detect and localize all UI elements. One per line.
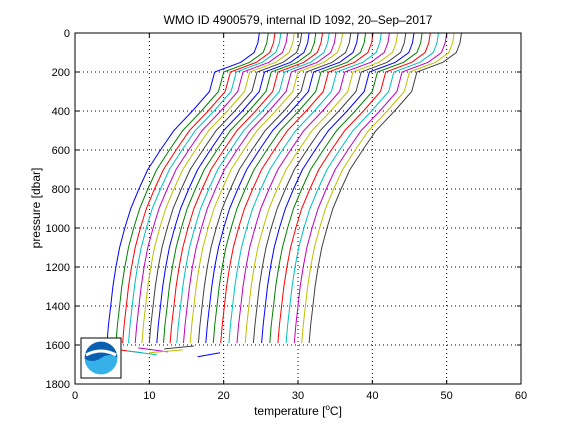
y-tick-label: 0 bbox=[64, 28, 70, 40]
profile-line bbox=[106, 32, 260, 344]
y-tick-label: 600 bbox=[52, 145, 70, 157]
profile-line bbox=[169, 32, 323, 344]
x-tick-label: 20 bbox=[218, 390, 230, 402]
profile-line bbox=[176, 32, 330, 344]
chart-title: WMO ID 4900579, internal ID 1092, 20–Sep… bbox=[164, 13, 433, 27]
y-tick-label: 1200 bbox=[46, 262, 70, 274]
x-tick-label: 30 bbox=[292, 390, 304, 402]
profile-line bbox=[261, 32, 415, 344]
y-tick-label: 1400 bbox=[46, 301, 70, 313]
profile-line bbox=[269, 32, 423, 344]
profile-line bbox=[141, 32, 295, 344]
bottom-segment bbox=[197, 352, 221, 358]
profile-line bbox=[220, 32, 374, 344]
y-tick-label: 1000 bbox=[46, 223, 70, 235]
profile-line bbox=[244, 32, 399, 344]
profile-line bbox=[205, 32, 359, 344]
y-tick-label: 400 bbox=[52, 106, 70, 118]
x-tick-label: 10 bbox=[143, 390, 155, 402]
profile-line bbox=[134, 32, 289, 344]
profile-line bbox=[115, 32, 269, 344]
grid bbox=[75, 33, 521, 384]
profile-line bbox=[156, 32, 310, 344]
profile-line bbox=[197, 32, 352, 344]
y-tick-label: 1600 bbox=[46, 340, 70, 352]
profile-line bbox=[183, 32, 337, 344]
y-tick-label: 1800 bbox=[46, 379, 70, 391]
profile-line bbox=[122, 32, 276, 344]
bottom-segment bbox=[149, 349, 183, 354]
y-tick-label: 200 bbox=[52, 67, 70, 79]
bottom-segment bbox=[164, 345, 194, 350]
x-tick-label: 0 bbox=[72, 390, 78, 402]
profile-line bbox=[301, 32, 455, 344]
profile-line bbox=[128, 32, 282, 344]
profile-line bbox=[285, 32, 439, 344]
y-axis-label: pressure [dbar] bbox=[29, 168, 43, 249]
profile-line bbox=[228, 32, 382, 344]
profile-line bbox=[293, 32, 448, 344]
axis-ticks: 0 10 20 30 40 50 60020040060080010001200140016… bbox=[46, 28, 528, 402]
profile-line bbox=[277, 32, 431, 344]
profile-line bbox=[308, 32, 462, 344]
profile-line bbox=[212, 32, 367, 344]
series-lines bbox=[106, 32, 462, 358]
y-tick-label: 800 bbox=[52, 184, 70, 196]
noaa-logo bbox=[80, 337, 122, 379]
profile-line bbox=[163, 32, 317, 344]
profile-line bbox=[189, 32, 344, 344]
x-axis-label: temperature [oC] bbox=[254, 403, 342, 418]
x-tick-label: 40 bbox=[366, 390, 378, 402]
profile-line bbox=[148, 32, 303, 344]
x-tick-label: 60 bbox=[515, 390, 527, 402]
profile-line bbox=[252, 32, 407, 344]
bottom-segment bbox=[126, 350, 157, 356]
x-tick-label: 50 bbox=[441, 390, 453, 402]
profile-line bbox=[236, 32, 390, 344]
